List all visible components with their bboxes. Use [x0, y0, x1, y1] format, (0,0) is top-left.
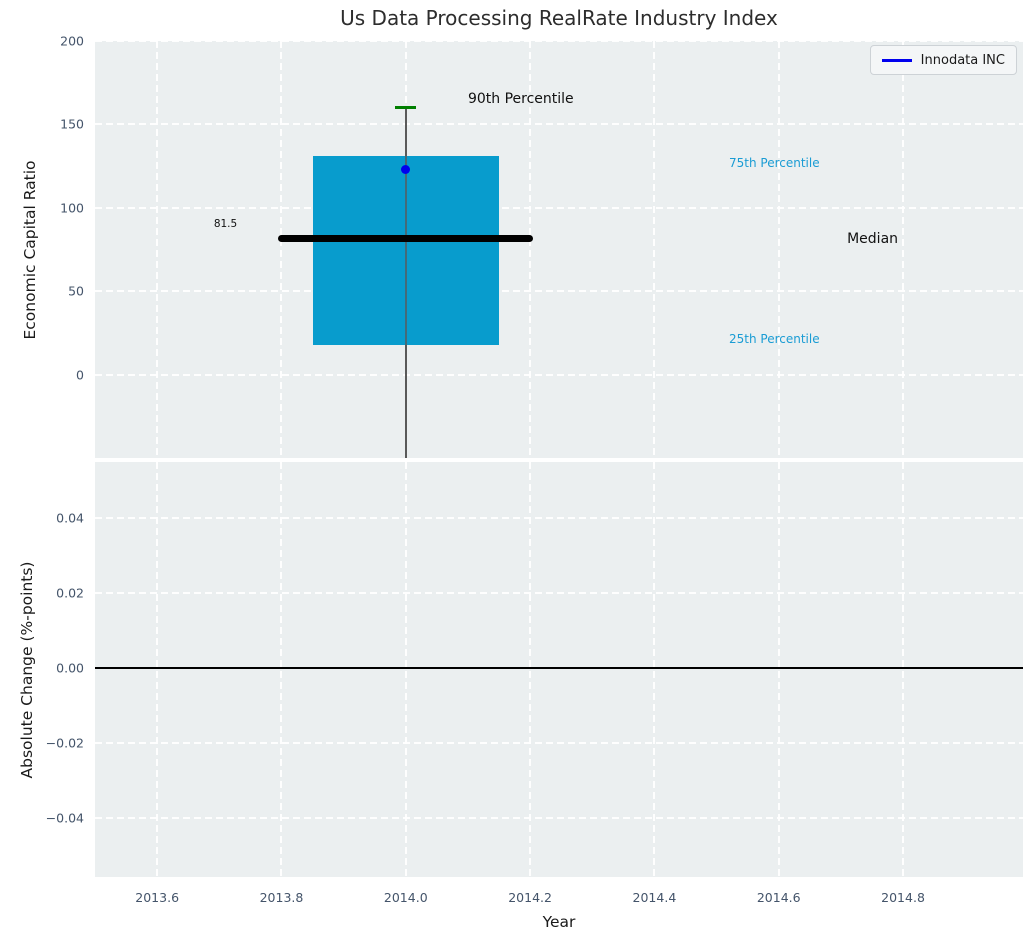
annotation-label: 90th Percentile: [468, 91, 574, 107]
gridline-vertical: [156, 41, 158, 458]
x-tick-label: 2014.8: [881, 890, 925, 905]
gridline-horizontal: [95, 817, 1023, 819]
chart-title: Us Data Processing RealRate Industry Ind…: [95, 6, 1023, 30]
annotation-label: 81.5: [214, 218, 237, 230]
x-tick-label: 2014.2: [508, 890, 552, 905]
gridline-horizontal: [95, 123, 1023, 125]
y-tick-label: 50: [0, 284, 84, 299]
gridline-vertical: [529, 462, 531, 877]
y-tick-label: −0.02: [0, 736, 84, 751]
y-tick-label: 150: [0, 117, 84, 132]
y-tick-label: −0.04: [0, 811, 84, 826]
gridline-vertical: [778, 41, 780, 458]
legend-line-sample: [882, 59, 912, 62]
y-tick-label: 200: [0, 34, 84, 49]
gridline-horizontal: [95, 41, 1023, 42]
gridline-vertical: [902, 41, 904, 458]
gridline-horizontal: [95, 290, 1023, 292]
whisker-line-inner: [405, 156, 407, 458]
annotation-label: 25th Percentile: [729, 332, 820, 346]
median-line: [278, 235, 533, 242]
legend-label: Innodata INC: [921, 53, 1005, 68]
gridline-horizontal: [95, 207, 1023, 209]
y-tick-label: 0.02: [0, 585, 84, 600]
gridline-horizontal: [95, 592, 1023, 594]
gridline-vertical: [778, 462, 780, 877]
chart-figure: Us Data Processing RealRate Industry Ind…: [0, 0, 1034, 942]
gridline-vertical: [280, 41, 282, 458]
gridline-horizontal: [95, 517, 1023, 519]
gridline-horizontal: [95, 374, 1023, 376]
gridline-vertical: [405, 462, 407, 877]
gridline-vertical: [156, 462, 158, 877]
x-tick-label: 2014.4: [633, 890, 677, 905]
gridline-vertical: [902, 462, 904, 877]
x-tick-label: 2014.0: [384, 890, 428, 905]
legend: Innodata INC: [870, 45, 1017, 75]
zero-line: [95, 667, 1023, 669]
x-axis-label: Year: [543, 913, 576, 931]
gridline-vertical: [653, 462, 655, 877]
annotation-label: Median: [847, 231, 898, 247]
y-tick-label: 0.00: [0, 660, 84, 675]
x-tick-label: 2013.8: [260, 890, 304, 905]
top-plot-area: 90th Percentile 75th Percentile Median 25th…: [95, 41, 1023, 458]
gridline-horizontal: [95, 742, 1023, 744]
whisker-cap-90th-icon: [395, 106, 416, 109]
x-tick-label: 2013.6: [135, 890, 179, 905]
x-tick-label: 2014.6: [757, 890, 801, 905]
gridline-vertical: [280, 462, 282, 877]
y-tick-label: 0.04: [0, 510, 84, 525]
gridline-vertical: [653, 41, 655, 458]
top-y-axis-label: Economic Capital Ratio: [21, 160, 39, 339]
y-tick-label: 0: [0, 367, 84, 382]
y-tick-label: 100: [0, 200, 84, 215]
bottom-plot-area: [95, 462, 1023, 877]
annotation-label: 75th Percentile: [729, 156, 820, 170]
